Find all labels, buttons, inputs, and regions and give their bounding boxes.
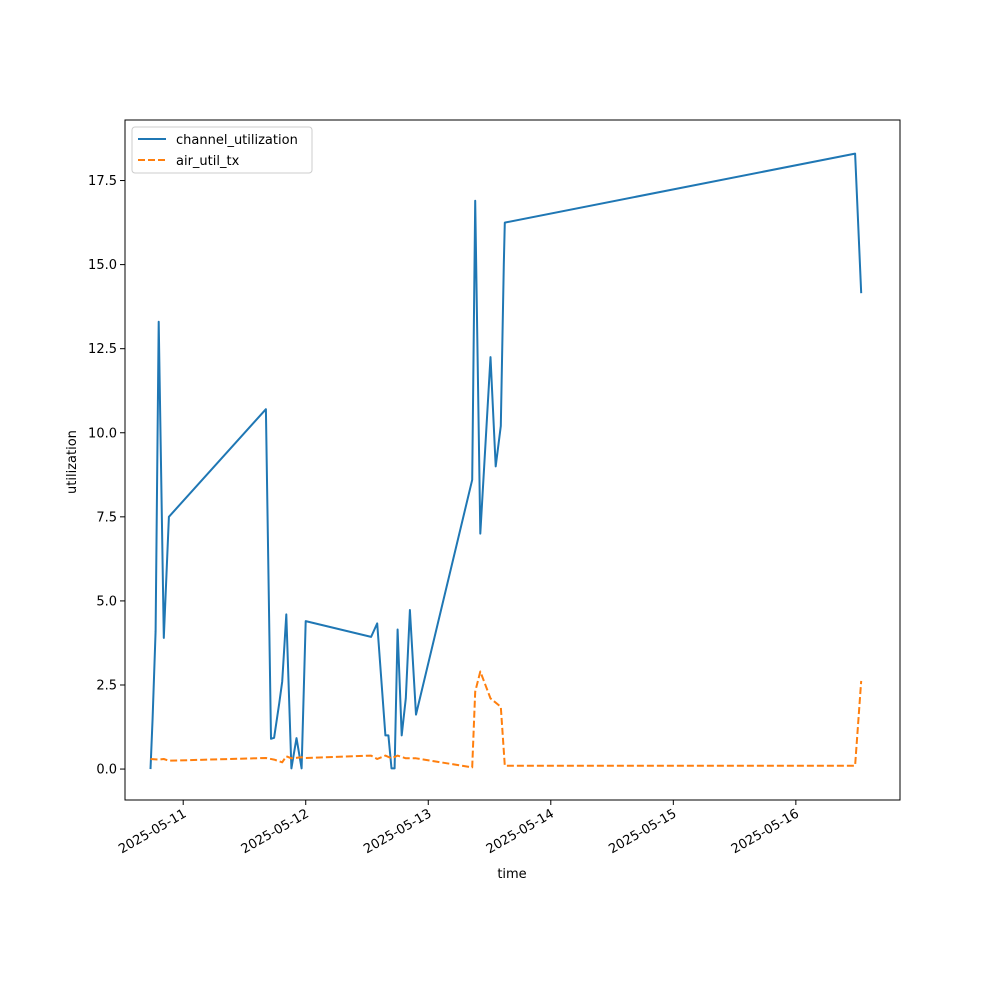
y-tick-label: 12.5 — [88, 342, 117, 357]
series-line-air-util-tx — [150, 670, 863, 769]
y-tick-label: 17.5 — [88, 174, 117, 189]
plot-frame — [124, 119, 901, 801]
legend-label-air-util-tx: air_util_tx — [176, 154, 240, 169]
y-tick-label: 7.5 — [96, 510, 117, 525]
y-axis-label: utilization — [65, 430, 80, 494]
series-line-channel-utilization — [149, 152, 863, 770]
y-tick-label: 0.0 — [96, 763, 117, 778]
y-tick-label: 5.0 — [96, 594, 117, 609]
y-tick-label: 2.5 — [96, 678, 117, 693]
legend: channel_utilization air_util_tx — [131, 126, 313, 174]
x-axis-label: time — [497, 867, 526, 882]
y-axis: 0.0 2.5 5.0 7.5 10.0 12.5 15.0 17.5 — [88, 174, 125, 778]
legend-box — [131, 126, 313, 174]
series-layer — [149, 152, 863, 770]
plot-area — [125, 120, 900, 800]
legend-label-channel-utilization: channel_utilization — [176, 133, 298, 148]
y-tick-label: 15.0 — [88, 258, 117, 273]
y-tick-label: 10.0 — [88, 426, 117, 441]
